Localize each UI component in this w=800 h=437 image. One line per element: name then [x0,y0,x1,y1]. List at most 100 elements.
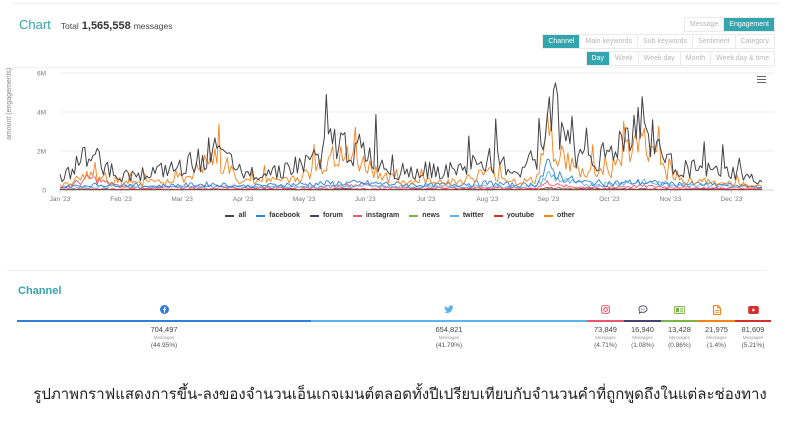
channel-unit: Messages [706,335,727,340]
tab-category[interactable]: Category [734,35,774,48]
legend-item-twitter[interactable]: twitter [449,212,484,219]
news-icon [674,304,685,315]
figure-caption: รูปภาพกราฟแสดงการขึ้น-ลงของจำนวนเอ็นเกจเ… [33,385,767,403]
channel-youtube[interactable]: 81,609 Messages (5.21%) [735,304,771,349]
chart-legend: all facebook forum instagram news twitter yout… [0,212,800,219]
channel-value: 16,940 [631,325,654,334]
legend-swatch-icon [352,214,362,217]
legend-swatch-icon [449,214,459,217]
x-tick-label: Jun '23 [355,196,376,203]
y-tick-label: 2M [37,149,46,156]
x-tick-label: Dec '23 [721,196,743,203]
x-tick-label: Oct '23 [599,196,620,203]
legend-label: twitter [462,212,484,219]
tab-channel[interactable]: Channel [543,35,580,48]
metric-toggle: Message Engagement [683,17,775,32]
x-tick-label: Sep '23 [537,196,559,203]
time-tab-day[interactable]: Day [586,52,609,65]
x-tick-label: May '23 [293,196,316,203]
channel-share-bar [17,320,311,322]
total-unit: messages [133,21,173,31]
legend-item-instagram[interactable]: instagram [352,212,400,219]
time-tab-week[interactable]: Week [608,52,638,65]
y-tick-label: 6M [37,71,46,78]
legend-item-forum[interactable]: forum [309,212,343,219]
channel-value: 704,497 [150,325,178,334]
channel-value: 21,975 [705,325,728,334]
channel-unit: Messages [595,335,616,340]
channel-percent: (0.86%) [668,342,691,349]
legend-label: instagram [365,212,400,219]
x-tick-label: Jan '23 [50,196,71,203]
legend-item-youtube[interactable]: youtube [493,212,534,219]
legend-item-all[interactable]: all [225,212,246,219]
time-tabs: Day Week Week day Month Week day & time [585,51,775,66]
section-title: Chart [19,17,51,32]
channel-share-bar [311,320,587,322]
channel-other[interactable]: 21,975 Messages (1.4%) [698,304,735,349]
channel-forum[interactable]: 16,940 Messages (1.08%) [624,304,661,349]
x-tick-label: Feb '23 [110,196,132,203]
legend-item-other[interactable]: other [544,212,575,219]
channel-percent: (41.79%) [435,342,463,349]
chart-top-divider [12,67,774,68]
channel-percent: (5.21%) [741,342,765,349]
channel-unit: Messages [153,335,175,340]
series-line-all [59,82,763,185]
document-icon [712,304,721,315]
channel-value: 81,609 [741,325,765,334]
series-line-other [59,112,763,188]
metric-button-message[interactable]: Message [684,18,724,31]
channel-value: 13,428 [668,325,691,334]
x-tick-label: Jul '23 [417,196,436,203]
legend-label: all [238,212,247,219]
channel-unit: Messages [742,335,764,340]
series-line-twitter [59,171,763,190]
total-value: 1,565,558 [81,20,131,32]
channel-twitter[interactable]: 654,821 Messages (41.79%) [311,304,587,349]
x-tick-label: Nov '23 [660,196,682,203]
y-tick-label: 4M [37,110,46,117]
tab-sentiment[interactable]: Sentiment [692,35,735,48]
chart-header: Chart Total 1,565,558 messages [19,17,172,32]
legend-label: forum [322,212,343,219]
channel-facebook[interactable]: 704,497 Messages (44.95%) [17,304,311,349]
x-tick-label: Aug '23 [476,196,498,203]
channel-percent: (1.08%) [631,342,654,349]
channel-share-bar [698,320,735,322]
dimension-tabs: Channel Main keywords Sub keywords Sentimen… [542,34,775,49]
time-tab-week-day-time[interactable]: Week day & time [710,52,774,65]
channel-unit: Messages [669,335,690,340]
channel-news[interactable]: 13,428 Messages (0.86%) [661,304,698,349]
top-divider [12,3,780,4]
forum-icon [637,304,648,315]
legend-swatch-icon [256,214,266,217]
channel-share-bar [735,320,771,322]
section-divider [7,270,767,271]
tab-main-keywords[interactable]: Main keywords [579,35,638,48]
legend-item-facebook[interactable]: facebook [256,212,300,219]
x-tick-label: Apr '23 [233,196,254,203]
youtube-icon [747,304,759,315]
time-tab-week-day[interactable]: Week day [637,52,680,65]
channel-share-bar [624,320,661,322]
channel-percent: (44.95%) [150,342,178,349]
hamburger-menu-icon[interactable] [757,76,766,83]
channel-value: 73,849 [594,325,617,334]
channel-share-bar [587,320,624,322]
legend-swatch-icon [544,214,554,217]
legend-item-news[interactable]: news [409,212,440,219]
series-line-facebook [59,158,763,189]
instagram-icon [601,304,610,315]
channel-percent: (4.71%) [594,342,617,349]
tab-sub-keywords[interactable]: Sub keywords [637,35,693,48]
time-tab-month[interactable]: Month [679,52,711,65]
legend-label: facebook [269,212,300,219]
channel-share-bar [661,320,698,322]
series-line-youtube [59,186,763,191]
y-tick-label: 0 [42,188,46,195]
channel-unit: Messages [438,335,460,340]
metric-button-engagement[interactable]: Engagement [723,18,774,31]
channel-percent: (1.4%) [706,342,727,349]
channel-instagram[interactable]: 73,849 Messages (4.71%) [587,304,624,349]
